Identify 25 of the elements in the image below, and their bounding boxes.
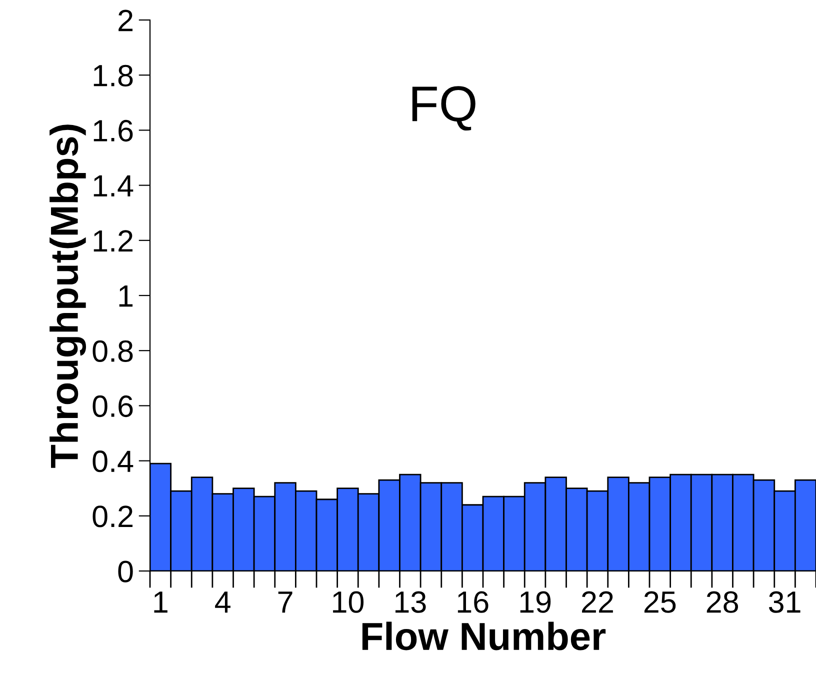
- x-tick-label: 19: [520, 591, 551, 613]
- text: FQ: [412, 86, 476, 131]
- x-tick-label: 4: [215, 592, 230, 613]
- x-axis-title: Flow Number: [362, 622, 606, 650]
- y-tick-label: 2: [118, 10, 132, 32]
- x-tick-label: 1: [154, 592, 168, 613]
- x-tick-label: 10: [333, 591, 364, 613]
- x-tick-label: 28: [706, 591, 738, 613]
- x-tick-label: 25: [644, 591, 676, 613]
- y-tick-label: 1.8: [94, 64, 133, 86]
- y-tick-label: 1.2: [94, 230, 132, 252]
- y-tick-label: 1.6: [94, 120, 133, 142]
- y-tick-label: 0: [118, 560, 133, 582]
- y-tick-label: 0.4: [92, 450, 134, 472]
- y-tick-label: 1.4: [94, 175, 134, 196]
- x-tick-label: 7: [278, 592, 292, 613]
- x-tick-label: 16: [458, 591, 488, 613]
- x-tick-label: 22: [582, 591, 613, 613]
- x-tick-label: 13: [395, 591, 426, 613]
- x-tick-label: 31: [768, 591, 800, 613]
- y-tick-label: 1: [119, 286, 133, 307]
- y-axis-title: Throughput(Mbps): [50, 124, 86, 468]
- y-tick-label: 0.6: [92, 395, 133, 418]
- y-tick-label: 0.8: [92, 340, 133, 362]
- y-tick-label: 0.2: [92, 506, 132, 528]
